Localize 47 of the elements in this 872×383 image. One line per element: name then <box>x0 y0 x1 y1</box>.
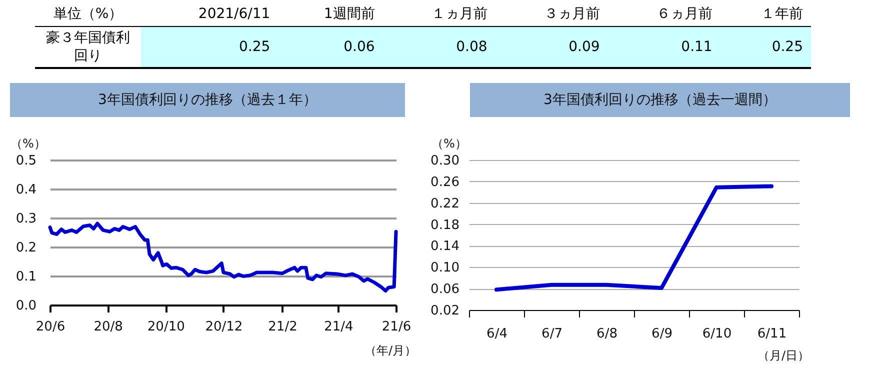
data-label: 0.06 <box>278 26 383 68</box>
category-label: 1週間前 <box>278 2 383 26</box>
chart-title: 3年国債利回りの推移（過去１年） <box>10 83 405 117</box>
x-tick-label: 20/6 <box>36 320 66 334</box>
category-label: 2021/6/11 <box>141 2 278 26</box>
y-tick-label: 0.0 <box>16 298 36 314</box>
y-tick-label: 0.5 <box>16 154 36 168</box>
x-tick-label: 20/10 <box>147 320 185 334</box>
y-tick-label: 0.30 <box>430 154 460 168</box>
y-tick-label: 0.06 <box>430 282 460 298</box>
x-tick-label: 20/12 <box>205 320 243 334</box>
y-tick-label: 0.02 <box>430 304 460 318</box>
data-label: 0.09 <box>495 26 608 68</box>
text: 豪３年国債利回り <box>35 26 141 68</box>
y-axis-title: （%） <box>432 136 467 150</box>
x-tick-label: 6/11 <box>757 326 787 342</box>
category-label: ６ヵ月前 <box>608 2 720 26</box>
y-tick-label: 0.14 <box>430 239 460 254</box>
y-tick-label: 0.4 <box>16 182 36 198</box>
x-tick-label: 21/2 <box>268 320 298 334</box>
y-tick-label: 0.10 <box>430 260 460 276</box>
x-tick-label: 6/10 <box>702 326 732 342</box>
category-label: ３ヵ月前 <box>495 2 608 26</box>
line-series <box>494 184 774 292</box>
x-tick-label: 6/4 <box>486 326 508 342</box>
data-label: 0.25 <box>141 26 278 68</box>
chart-title: 3年国債利回りの推移（過去一週間） <box>470 83 850 117</box>
x-tick-label: 6/9 <box>652 326 672 342</box>
y-tick-label: 0.18 <box>430 218 460 233</box>
data-label: 0.08 <box>382 26 496 68</box>
y-axis-title: （%） <box>10 136 46 150</box>
y-tick-label: 0.26 <box>430 174 460 190</box>
category-label: １ヵ月前 <box>382 2 496 26</box>
data-label: 0.11 <box>608 26 720 68</box>
text: 単位（%） <box>35 2 141 26</box>
data-label: 0.25 <box>720 26 811 68</box>
category-label: １年前 <box>720 2 811 26</box>
x-tick-label: 20/8 <box>94 320 123 334</box>
x-tick-label: 6/8 <box>596 326 618 342</box>
y-tick-label: 0.3 <box>16 212 36 226</box>
y-tick-label: 0.1 <box>16 270 36 284</box>
y-tick-label: 0.2 <box>16 240 36 256</box>
x-tick-label: 21/6 <box>382 320 412 334</box>
x-tick-label: 6/7 <box>542 326 562 342</box>
y-tick-label: 0.22 <box>430 196 460 212</box>
line-series <box>48 222 398 293</box>
x-tick-label: 21/4 <box>324 320 354 334</box>
